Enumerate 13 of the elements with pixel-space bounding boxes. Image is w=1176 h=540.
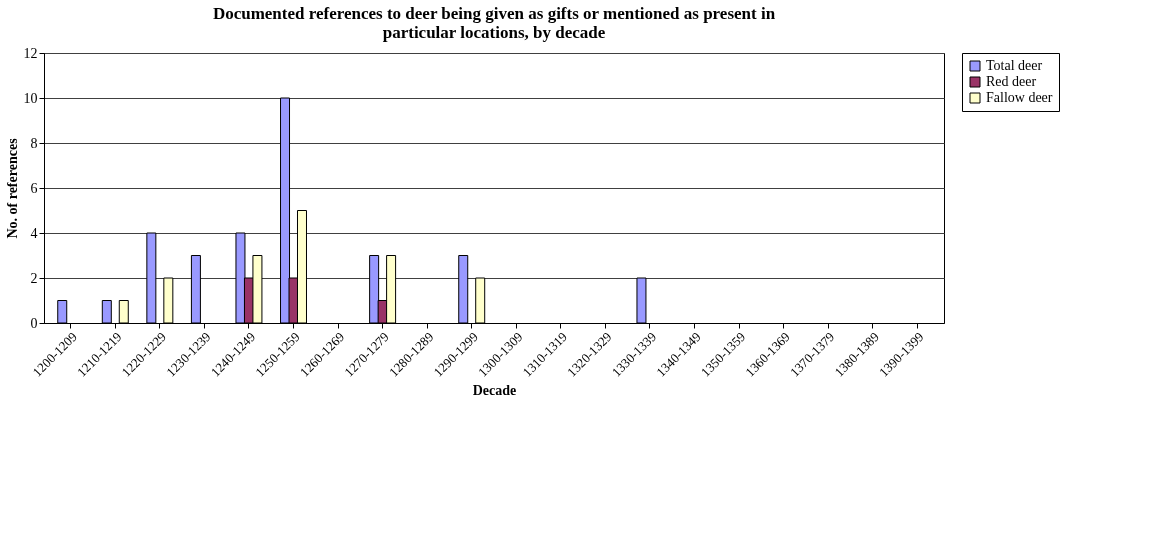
legend-label: Fallow deer [986,90,1053,105]
y-tick-label: 2 [30,270,38,286]
y-tick-label: 6 [30,180,38,196]
y-tick-label: 12 [23,45,38,61]
y-tick-label: 0 [30,315,38,331]
y-tick-label: 4 [30,225,38,241]
legend-label: Total deer [986,58,1043,73]
y-tick-label: 8 [30,135,38,151]
y-axis-title: No. of references [4,137,20,239]
y-tick-label: 10 [23,90,38,106]
x-axis-title: Decade [472,382,517,398]
chart-title: Documented references to deer being given as gifts or mentioned as present in particular locations, by decade [212,4,776,42]
legend-label: Red deer [986,74,1037,89]
